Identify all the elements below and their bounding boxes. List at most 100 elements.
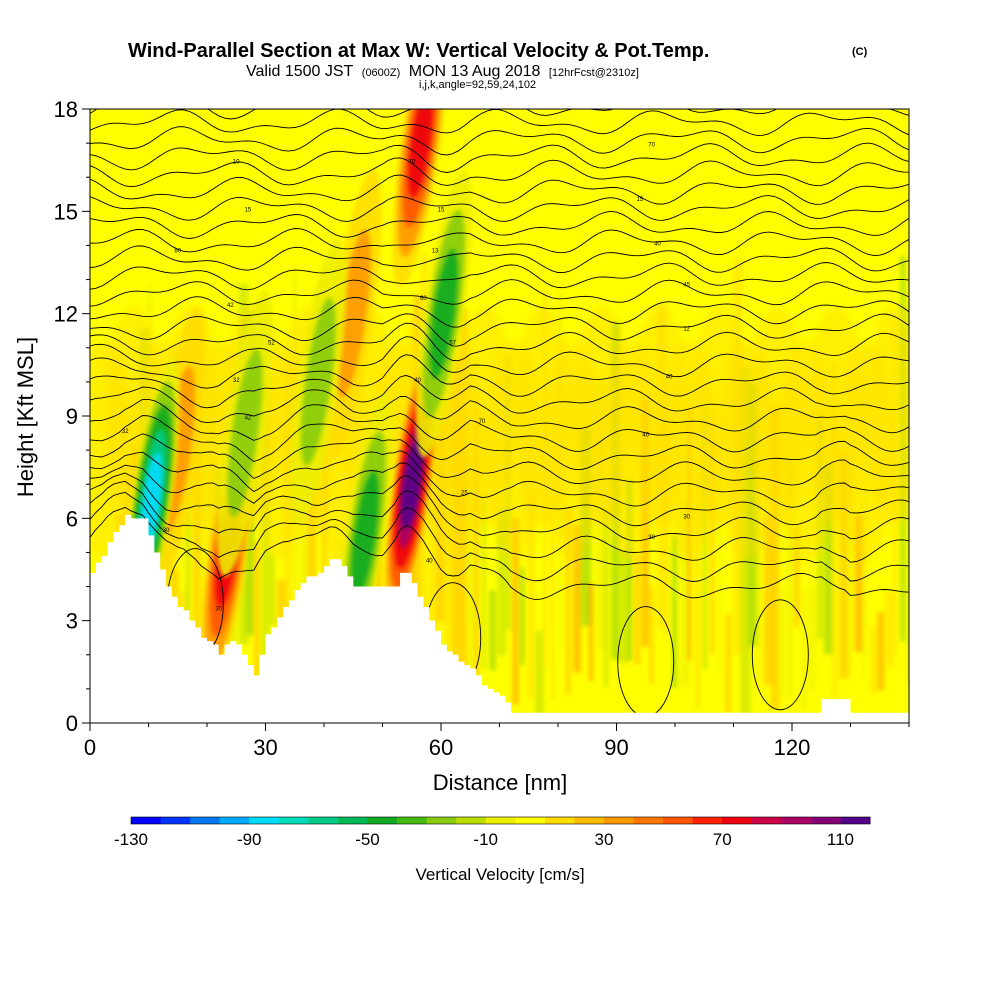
velocity-band (864, 306, 909, 526)
theta-contour-label: 30 (648, 535, 655, 541)
colorbar-swatch (751, 817, 782, 824)
velocity-band (565, 508, 571, 695)
velocity-band (618, 549, 628, 664)
velocity-band (626, 478, 633, 661)
theta-contour (90, 398, 909, 453)
y-tick-label: 15 (54, 199, 78, 224)
theta-contour (90, 415, 909, 471)
colorbar-tick-label: -50 (355, 830, 380, 849)
velocity-band (466, 457, 478, 686)
theta-contour-label: 13 (432, 248, 439, 254)
copyright-mark: (C) (852, 46, 868, 58)
velocity-band (672, 534, 678, 688)
velocity-band (778, 588, 785, 698)
velocity-band (808, 586, 816, 690)
x-tick-label: 30 (253, 735, 277, 760)
colorbar-tick-label: -10 (473, 830, 498, 849)
colorbar-swatch (692, 817, 723, 824)
theta-contour-label: 40 (666, 374, 673, 380)
theta-contour (90, 109, 909, 120)
x-tick-label: 60 (429, 735, 453, 760)
colorbar-swatch (781, 817, 812, 824)
velocity-band (299, 397, 308, 708)
colorbar-swatch (663, 817, 694, 824)
velocity-band (839, 453, 849, 679)
velocity-band (824, 464, 833, 655)
colorbar-swatch (426, 817, 457, 824)
theta-contour-label: 12 (683, 327, 690, 333)
axes: 0 30 60 90 120 0 3 6 9 12 15 18 (54, 97, 910, 760)
velocity-band (375, 497, 382, 658)
y-tick-label: 18 (54, 97, 78, 122)
velocity-band (770, 407, 780, 709)
colorbar-swatch (456, 817, 487, 824)
colorbar-swatch (219, 817, 250, 824)
velocity-band (253, 541, 260, 721)
valid-prefix: Valid 1500 JST (246, 63, 354, 80)
velocity-band (717, 448, 722, 674)
x-tick-label: 90 (604, 735, 628, 760)
velocity-band (200, 478, 205, 701)
theta-contour (90, 228, 909, 257)
theta-contour (90, 142, 909, 173)
velocity-band (481, 493, 486, 669)
theta-contour-label: 30 (683, 514, 690, 520)
colorbar-swatch (840, 817, 871, 824)
x-tick-label: 0 (84, 735, 96, 760)
theta-contour-label: 25 (461, 490, 468, 496)
theta-contour (90, 354, 909, 397)
y-axis-label: Height [Kft MSL] (13, 337, 38, 497)
velocity-band (854, 515, 864, 653)
theta-contour (90, 126, 909, 156)
theta-contour (90, 279, 909, 307)
theta-contour (90, 322, 909, 362)
valid-time-line: Valid 1500 JST (0600Z) MON 13 Aug 2018 [… (246, 63, 639, 80)
theta-contour (751, 599, 809, 711)
velocity-band (519, 567, 525, 665)
colorbar-swatch (810, 817, 841, 824)
theta-contour-label: 40 (426, 559, 433, 565)
velocity-band (846, 460, 853, 673)
updraft-cell (401, 439, 423, 529)
colorbar-swatch (131, 817, 162, 824)
updraft-cell (408, 109, 433, 198)
theta-contour-label: 52 (268, 340, 275, 346)
theta-contours (90, 109, 909, 718)
colorbar-tick-label: 110 (827, 830, 854, 849)
velocity-band (634, 554, 641, 665)
theta-contour (90, 480, 909, 563)
velocity-band (649, 585, 654, 684)
y-tick-label: 0 (66, 711, 78, 736)
velocity-band (603, 509, 609, 687)
colorbar-frame (130, 816, 871, 825)
valid-date: MON 13 Aug 2018 (409, 63, 541, 80)
velocity-band (512, 519, 519, 705)
theta-contour (90, 450, 909, 508)
colorbar: -130 -90 -50 -10 30 70 110 (114, 816, 871, 849)
velocity-band (793, 527, 800, 627)
theta-contour-label: 30 (215, 606, 222, 612)
velocity-band (307, 487, 317, 635)
theta-contour-label: 32 (233, 378, 240, 384)
velocity-band (801, 589, 808, 709)
velocity-band (725, 614, 731, 713)
colorbar-swatch (337, 817, 368, 824)
theta-contour-label: 57 (449, 340, 456, 346)
colorbar-swatch (603, 817, 635, 824)
colorbar-swatch (367, 817, 398, 824)
theta-contour-label: 30 (163, 528, 170, 534)
theta-contour (90, 296, 909, 328)
colorbar-swatch (308, 817, 339, 824)
theta-contour-label: 60 (174, 248, 181, 254)
theta-contour-label: 40 (414, 378, 421, 384)
velocity-band (869, 625, 877, 694)
theta-contour (90, 491, 909, 582)
downdraft-cell (430, 249, 458, 379)
velocity-band (474, 408, 480, 708)
theta-contour (90, 262, 909, 291)
colorbar-tick-label: 30 (594, 830, 613, 849)
valid-utc: (0600Z) (362, 67, 401, 79)
theta-contour-label: 40 (654, 241, 661, 247)
colorbar-swatch (633, 817, 664, 824)
